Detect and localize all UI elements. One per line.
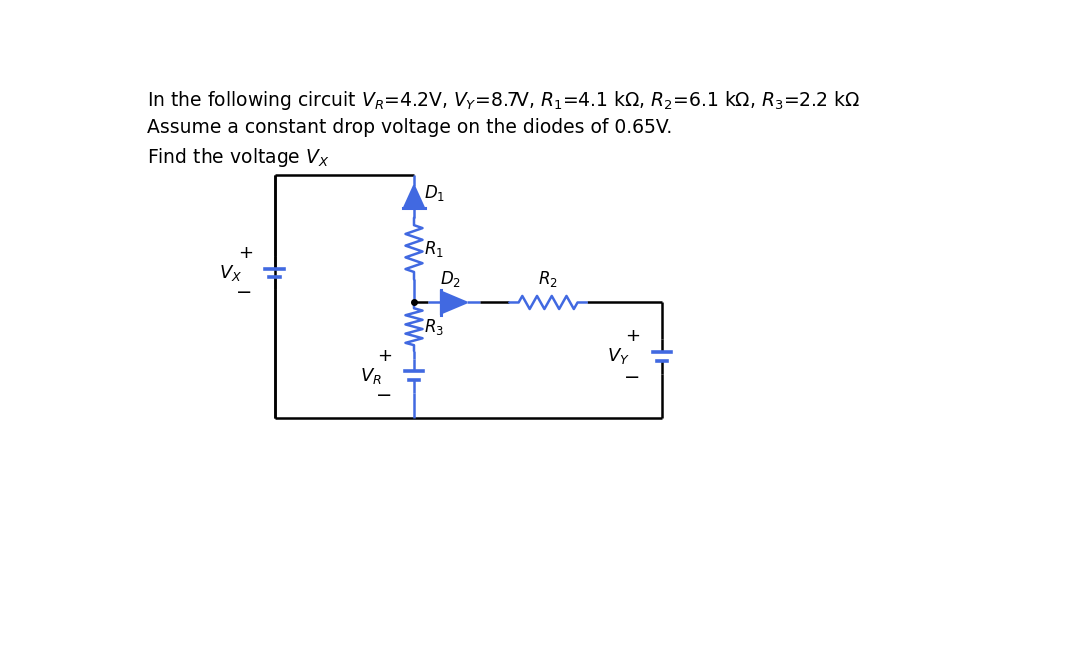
Text: $V_R$: $V_R$ (360, 366, 381, 386)
Text: +: + (377, 347, 392, 365)
Text: $R_1$: $R_1$ (424, 239, 444, 259)
Text: +: + (238, 244, 253, 262)
Text: −: − (237, 283, 253, 302)
Polygon shape (404, 186, 424, 208)
Text: Find the voltage $V_X$: Find the voltage $V_X$ (147, 146, 329, 169)
Text: $R_2$: $R_2$ (538, 269, 558, 289)
Text: +: + (625, 327, 640, 345)
Text: −: − (376, 386, 392, 405)
Text: Assume a constant drop voltage on the diodes of 0.65V.: Assume a constant drop voltage on the di… (147, 118, 672, 137)
Text: $V_X$: $V_X$ (219, 263, 242, 283)
Text: $V_Y$: $V_Y$ (607, 346, 630, 366)
Text: In the following circuit $V_R$=4.2V, $V_Y$=8.7V, $R_1$=4.1 kΩ, $R_2$=6.1 kΩ, $R_: In the following circuit $V_R$=4.2V, $V_… (147, 89, 860, 112)
Text: $D_1$: $D_1$ (424, 182, 445, 203)
Text: −: − (624, 367, 640, 387)
Text: $D_2$: $D_2$ (440, 269, 460, 289)
Text: $R_3$: $R_3$ (424, 317, 444, 336)
Polygon shape (441, 292, 467, 313)
